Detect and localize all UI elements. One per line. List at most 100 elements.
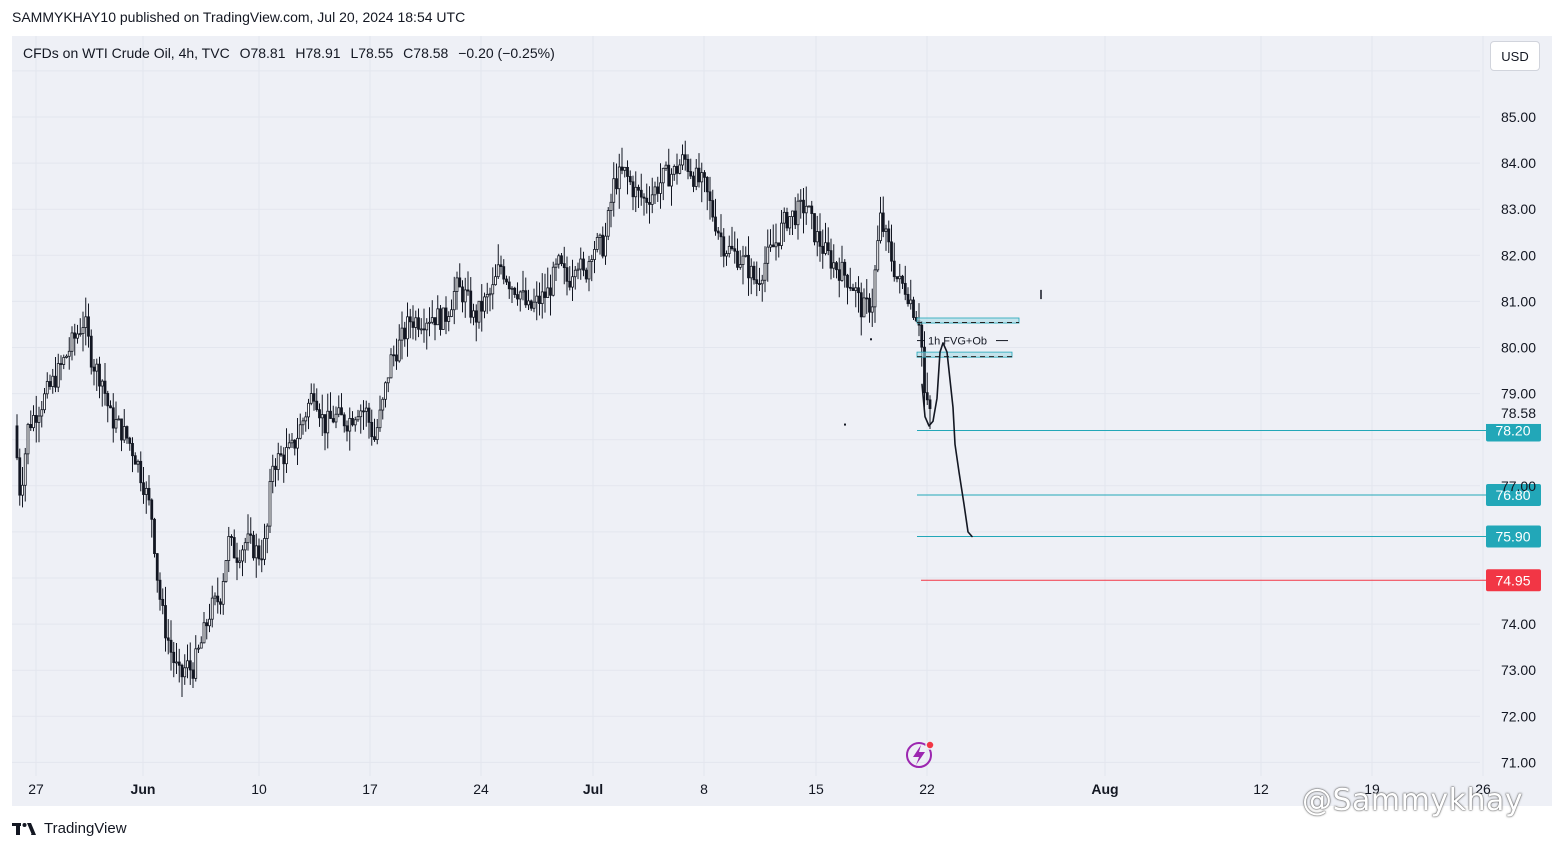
candle-body xyxy=(73,332,77,339)
stray-mark xyxy=(844,423,846,426)
candle-body xyxy=(208,618,211,627)
candle-body xyxy=(540,291,544,304)
last-price-label: 78.58 xyxy=(1501,405,1536,421)
candle-body xyxy=(631,181,635,198)
candle-body xyxy=(524,290,528,306)
candle-body xyxy=(274,465,277,470)
candle-body xyxy=(67,350,71,357)
candle-body xyxy=(813,213,816,243)
candle-body xyxy=(337,407,341,415)
tradingview-brand[interactable]: TradingView xyxy=(12,820,127,837)
candle-body xyxy=(513,287,517,295)
candle-body xyxy=(48,381,52,387)
candle-body xyxy=(766,246,770,264)
candle-body xyxy=(810,205,814,214)
candle-body xyxy=(620,166,624,171)
currency-button[interactable]: USD xyxy=(1490,41,1540,71)
chart-panel[interactable]: 1h FVG+Ob 78.20 76.80 75.90 74.95 85.00 84.00… xyxy=(12,36,1552,806)
candle-body xyxy=(43,393,46,411)
candle-body xyxy=(279,453,283,456)
candle-body xyxy=(315,400,319,411)
candle-body xyxy=(362,410,365,413)
candle-body xyxy=(419,328,423,331)
candle-body xyxy=(241,549,244,562)
candle-body xyxy=(265,525,269,539)
published-line: SAMMYKHAY10 published on TradingView.com… xyxy=(12,9,466,25)
candle-body xyxy=(252,534,255,559)
candle-body xyxy=(879,212,882,242)
candle-body xyxy=(752,265,756,281)
candle-body xyxy=(219,601,222,605)
candle-body xyxy=(89,335,93,368)
candle-body xyxy=(70,332,74,352)
candle-body xyxy=(672,166,676,175)
candle-body xyxy=(890,241,893,262)
candle-body xyxy=(485,293,489,298)
candle-body xyxy=(582,258,585,271)
candle-body xyxy=(711,200,715,218)
ohlc-open: O78.81 xyxy=(239,45,286,61)
lightning-icon-dot xyxy=(925,740,935,750)
candle-body xyxy=(155,553,159,581)
candle-body xyxy=(829,250,833,269)
candle-body xyxy=(859,292,863,318)
candle-body xyxy=(95,363,99,372)
candle-body xyxy=(271,465,275,482)
x-tick-label: Jul xyxy=(583,781,603,797)
candle-body xyxy=(378,409,382,429)
lightning-icon[interactable] xyxy=(906,740,935,768)
price-chart[interactable]: 1h FVG+Ob 78.20 76.80 75.90 74.95 85.00 84.00… xyxy=(12,36,1552,806)
last-price-bg xyxy=(1484,401,1544,424)
candle-body xyxy=(763,262,767,281)
candle-body xyxy=(111,407,115,429)
candle-body xyxy=(681,154,684,166)
symbol-name[interactable]: CFDs on WTI Crude Oil, 4h, TVC xyxy=(23,45,230,61)
candle-body xyxy=(29,424,33,429)
candle-body xyxy=(100,380,104,387)
ohlc-high: H78.91 xyxy=(295,45,341,61)
brand-name: TradingView xyxy=(44,820,127,837)
candle-body xyxy=(678,164,682,174)
candle-body xyxy=(425,322,429,331)
candle-body xyxy=(447,316,451,322)
candle-body xyxy=(285,447,288,465)
candle-body xyxy=(326,410,330,434)
candle-body xyxy=(703,172,706,178)
candle-body xyxy=(837,269,841,281)
ohlc-low: L78.55 xyxy=(350,45,394,61)
y-tick-label: 83.00 xyxy=(1501,201,1536,217)
candle-body xyxy=(441,307,445,330)
candle-body xyxy=(670,173,673,187)
annotations: 1h FVG+Ob xyxy=(906,317,1486,768)
candle-body xyxy=(147,487,151,501)
candle-body xyxy=(617,166,621,190)
x-tick-label: 26 xyxy=(1475,781,1491,797)
candle-body xyxy=(549,287,552,296)
candle-body xyxy=(802,199,805,214)
candle-body xyxy=(697,167,701,183)
candle-body xyxy=(150,499,154,520)
candle-body xyxy=(749,265,753,279)
candle-body xyxy=(422,328,426,331)
candle-body xyxy=(403,327,407,340)
candle-body xyxy=(131,443,134,457)
candle-body xyxy=(615,178,618,190)
candle-body xyxy=(142,482,145,495)
stray-mark xyxy=(870,338,872,341)
candle-body xyxy=(892,260,896,278)
candle-body xyxy=(527,300,530,306)
fvg-zone xyxy=(916,351,1013,358)
candle-body xyxy=(705,176,709,193)
candle-body xyxy=(139,460,143,484)
candle-body xyxy=(455,277,459,292)
candle-body xyxy=(18,457,22,496)
candle-body xyxy=(202,622,206,644)
author-watermark: @Sammykhay xyxy=(1302,783,1524,818)
candle-body xyxy=(656,186,660,194)
candle-body xyxy=(722,236,726,257)
candle-body xyxy=(221,581,225,605)
candle-body xyxy=(868,297,871,313)
candle-body xyxy=(573,269,577,278)
candle-body xyxy=(815,231,819,243)
candle-body xyxy=(576,268,580,271)
